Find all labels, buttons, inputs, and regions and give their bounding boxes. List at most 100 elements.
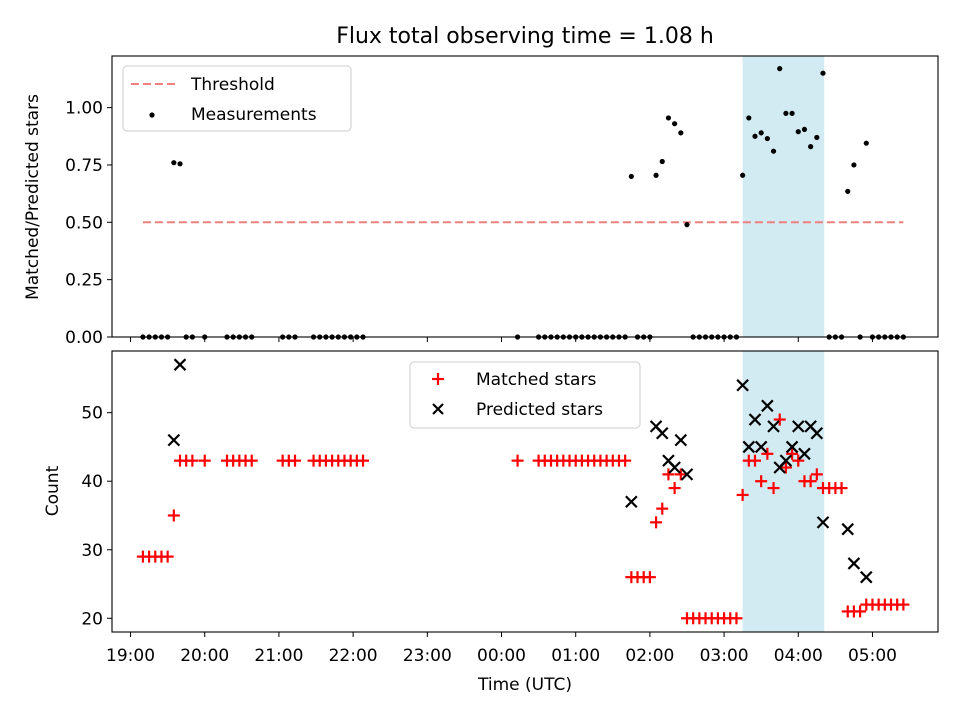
matched-star-point xyxy=(897,598,910,611)
x-tick-label: 20:00 xyxy=(180,646,229,666)
measurement-point xyxy=(764,135,770,142)
predicted-star-point xyxy=(860,570,873,584)
matched-star-point xyxy=(835,482,848,495)
predicted-star-point xyxy=(668,461,681,474)
measurements-legend-label: Measurements xyxy=(191,105,317,125)
measurement-point xyxy=(740,172,746,178)
measurement-point xyxy=(801,126,808,133)
matched-star-point xyxy=(674,468,687,481)
matched-star-point xyxy=(511,454,524,467)
x-tick-label: 19:00 xyxy=(106,646,155,666)
x-tick-label: 00:00 xyxy=(477,646,526,666)
predicted-legend-label: Predicted stars xyxy=(476,400,603,420)
predicted-star-point xyxy=(779,454,793,467)
predicted-star-point xyxy=(674,433,688,447)
top-y-tick-label: 0.75 xyxy=(65,156,103,176)
top-y-ticks: 0.00 0.25 0.50 0.75 1.00 xyxy=(65,99,112,348)
bottom-y-tick-label: 40 xyxy=(81,472,103,492)
measurement-point xyxy=(863,140,869,146)
matched-star-point xyxy=(289,454,302,467)
predicted-star-point xyxy=(816,516,830,529)
x-tick-label: 22:00 xyxy=(329,646,378,666)
matched-star-point xyxy=(779,461,792,474)
bottom-panel: Count Time (UTC) 20 30 40 50 19:00 20:00 21:0… xyxy=(43,350,939,695)
matched-star-point xyxy=(656,502,669,515)
matched-star-point xyxy=(186,454,199,467)
measurement-point xyxy=(770,148,777,154)
top-y-tick-label: 0.50 xyxy=(65,213,103,233)
matched-star-point xyxy=(748,454,761,467)
matched-star-point xyxy=(730,612,743,625)
bottom-y-ticks: 20 30 40 50 xyxy=(81,404,112,629)
bottom-y-tick-label: 50 xyxy=(81,404,103,424)
matched-star-point xyxy=(804,475,817,488)
measurement-points xyxy=(140,66,906,340)
measurement-point xyxy=(777,66,783,72)
matched-star-point xyxy=(755,475,768,488)
matched-star-point xyxy=(761,447,774,460)
measurement-point xyxy=(628,173,634,180)
predicted-star-point xyxy=(167,433,181,447)
top-panel: Flux total observing time = 1.08 h Match… xyxy=(23,24,939,348)
predicted-star-point xyxy=(625,495,638,509)
predicted-star-point xyxy=(847,557,861,570)
matched-star-point xyxy=(619,454,632,467)
x-tick-label: 23:00 xyxy=(403,646,452,666)
top-y-axis-label: Matched/Predicted stars xyxy=(23,94,43,300)
predicted-star-point xyxy=(742,440,756,454)
matched-star-point xyxy=(736,488,749,501)
predicted-star-point xyxy=(754,440,768,454)
threshold-legend-label: Threshold xyxy=(190,75,275,95)
bottom-legend-box xyxy=(409,361,641,429)
predicted-star-point xyxy=(748,413,762,426)
predicted-star-point xyxy=(655,426,669,440)
predicted-star-point xyxy=(761,399,774,413)
measurement-point xyxy=(672,121,678,127)
predicted-legend-swatch xyxy=(432,403,444,415)
bottom-plot-frame xyxy=(111,350,939,633)
matched-legend-label: Matched stars xyxy=(476,370,596,390)
measurement-point xyxy=(684,222,690,228)
x-tick-label: 03:00 xyxy=(700,646,749,666)
measurement-point xyxy=(653,172,659,178)
x-tick-label: 01:00 xyxy=(551,646,600,666)
top-plot-frame xyxy=(111,55,939,338)
matched-star-point xyxy=(357,454,370,467)
predicted-star-point xyxy=(841,522,855,536)
matched-star-point xyxy=(161,550,174,563)
bottom-y-tick-label: 20 xyxy=(81,609,103,629)
x-tick-label: 21:00 xyxy=(254,646,303,666)
matched-star-point xyxy=(786,447,799,460)
matched-legend-swatch xyxy=(432,373,444,385)
measurement-point xyxy=(678,130,684,136)
matched-star-point xyxy=(792,454,805,467)
measurement-point xyxy=(746,115,752,121)
measurement-point xyxy=(820,70,826,76)
predicted-star-point xyxy=(767,420,780,433)
x-tick-label: 02:00 xyxy=(625,646,674,666)
measurement-point xyxy=(659,158,665,165)
predicted-star-point xyxy=(680,468,694,481)
measurement-point xyxy=(758,130,764,136)
x-tick-label: 05:00 xyxy=(848,646,897,666)
measurement-point xyxy=(177,161,183,167)
matched-star-point xyxy=(245,454,258,467)
measurement-point xyxy=(795,129,801,135)
bottom-legend: Matched stars Predicted stars xyxy=(409,361,641,429)
matched-star-point xyxy=(167,509,180,522)
predicted-star-point xyxy=(785,440,799,454)
top-y-tick-label: 0.00 xyxy=(65,328,103,348)
predicted-star-point xyxy=(810,426,824,440)
matched-star-point xyxy=(662,468,675,481)
measurement-point xyxy=(814,134,820,141)
matched-star-point xyxy=(810,468,823,481)
top-legend-box xyxy=(122,65,352,132)
measurement-point xyxy=(783,110,789,116)
measurement-point xyxy=(789,110,795,116)
x-tick-label: 04:00 xyxy=(774,646,823,666)
top-y-tick-label: 1.00 xyxy=(65,99,103,119)
matched-star-point xyxy=(198,454,211,467)
matched-star-point xyxy=(854,605,867,618)
measurement-point xyxy=(752,133,758,139)
